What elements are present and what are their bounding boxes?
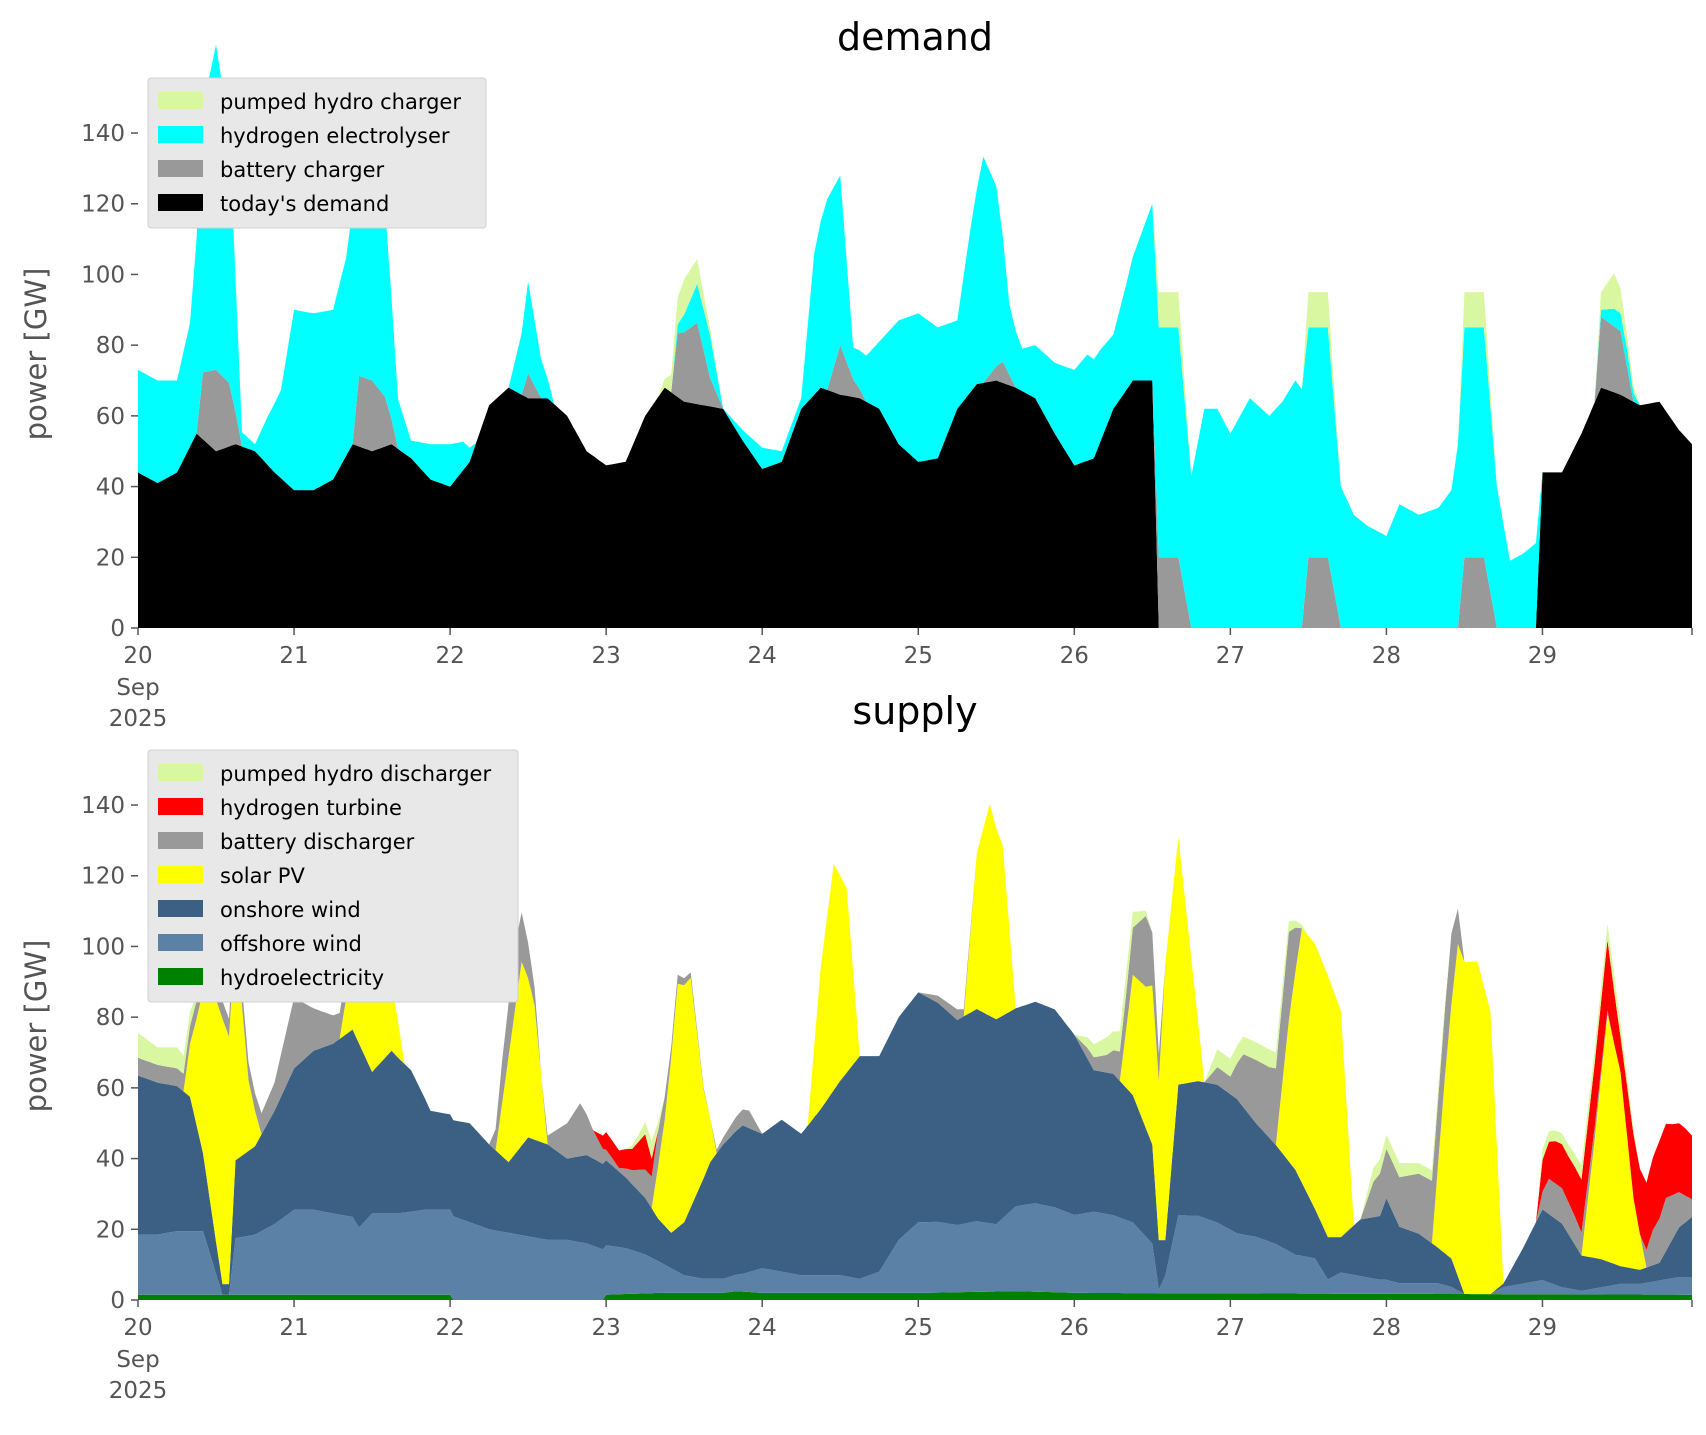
x-tick-label: 27 <box>1216 643 1245 669</box>
x-tick-sublabel: 2025 <box>109 706 168 732</box>
y-tick-label: 120 <box>81 864 125 890</box>
y-tick-label: 40 <box>96 475 125 501</box>
area-hydrogen-electrolyser <box>138 44 1692 629</box>
y-tick-label: 140 <box>81 793 125 819</box>
area-solar-pv <box>138 803 1692 1295</box>
x-tick-label: 21 <box>279 1315 308 1341</box>
x-tick-label: 28 <box>1372 1315 1401 1341</box>
x-tick-label: 20 <box>123 643 152 669</box>
chart-title: supply <box>852 689 977 733</box>
x-tick-label: 22 <box>435 643 464 669</box>
y-tick-label: 60 <box>96 404 125 430</box>
legend-label: pumped hydro charger <box>220 90 461 114</box>
x-tick-label: 29 <box>1528 643 1557 669</box>
area-battery-charger <box>138 316 1692 628</box>
y-tick-label: 100 <box>81 262 125 288</box>
legend-swatch <box>158 832 203 849</box>
x-tick-label: 25 <box>904 1315 933 1341</box>
legend-label: hydroelectricity <box>220 966 384 990</box>
x-tick-label: 20 <box>123 1315 152 1341</box>
legend-swatch <box>158 92 203 109</box>
x-tick-label: 26 <box>1060 643 1089 669</box>
x-tick-label: 27 <box>1216 1315 1245 1341</box>
legend-swatch <box>158 900 203 917</box>
legend-box <box>147 749 519 1003</box>
y-tick-label: 120 <box>81 192 125 218</box>
legend-label: hydrogen electrolyser <box>220 124 450 148</box>
y-tick-label: 20 <box>96 1217 125 1243</box>
x-tick-label: 21 <box>279 643 308 669</box>
y-tick-label: 100 <box>81 934 125 960</box>
legend-label: offshore wind <box>220 932 362 956</box>
x-tick-label: 29 <box>1528 1315 1557 1341</box>
x-tick-sublabel: Sep <box>116 675 159 701</box>
y-tick-label: 0 <box>110 616 125 642</box>
y-tick-label: 60 <box>96 1076 125 1102</box>
legend-swatch <box>158 160 203 177</box>
legend-swatch <box>158 126 203 143</box>
legend-swatch <box>158 798 203 815</box>
legend-label: solar PV <box>220 864 305 888</box>
y-tick-label: 20 <box>96 545 125 571</box>
y-tick-label: 80 <box>96 1005 125 1031</box>
y-axis-label: power [GW] <box>19 268 53 441</box>
legend-swatch <box>158 194 203 211</box>
x-tick-label: 28 <box>1372 643 1401 669</box>
legend-label: pumped hydro discharger <box>220 762 491 786</box>
legend-swatch <box>158 866 203 883</box>
legend-label: hydrogen turbine <box>220 796 402 820</box>
legend-label: battery charger <box>220 158 385 182</box>
x-tick-label: 22 <box>435 1315 464 1341</box>
x-tick-sublabel: 2025 <box>109 1378 168 1404</box>
legend-label: battery discharger <box>220 830 415 854</box>
area-hydroelectricity <box>138 1291 1692 1300</box>
x-tick-label: 23 <box>592 1315 621 1341</box>
area-offshore-wind <box>138 1203 1692 1300</box>
y-tick-label: 40 <box>96 1147 125 1173</box>
legend-swatch <box>158 968 203 985</box>
chart-title: demand <box>837 15 993 59</box>
legend-swatch <box>158 934 203 951</box>
x-tick-label: 26 <box>1060 1315 1089 1341</box>
y-tick-label: 140 <box>81 121 125 147</box>
x-tick-label: 25 <box>904 643 933 669</box>
area-onshore-wind <box>138 992 1692 1295</box>
area-today-s-demand <box>138 380 1692 628</box>
x-tick-label: 23 <box>592 643 621 669</box>
y-tick-label: 80 <box>96 333 125 359</box>
y-tick-label: 0 <box>110 1288 125 1314</box>
x-tick-label: 24 <box>748 643 777 669</box>
legend-box <box>147 77 487 229</box>
x-tick-sublabel: Sep <box>116 1347 159 1373</box>
legend-swatch <box>158 764 203 781</box>
legend-label: today's demand <box>220 192 389 216</box>
x-tick-label: 24 <box>748 1315 777 1341</box>
y-axis-label: power [GW] <box>19 940 53 1113</box>
legend-label: onshore wind <box>220 898 361 922</box>
